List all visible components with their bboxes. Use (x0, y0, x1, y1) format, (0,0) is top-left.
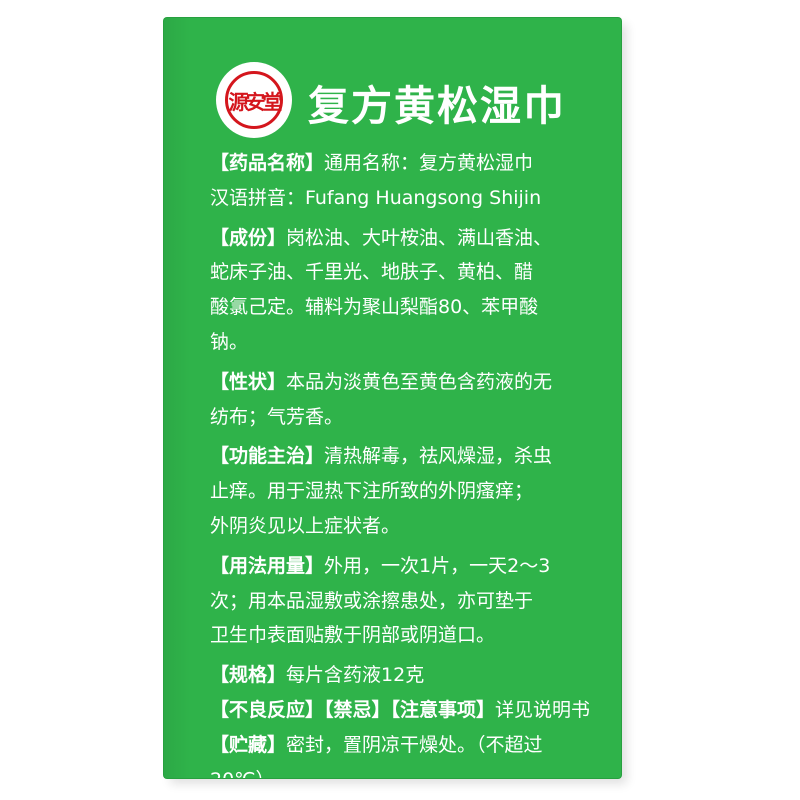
usage-text-1: 外用，一次1片，一天2～3 (324, 554, 551, 577)
storage-line-1: 【贮藏】密封，置阴凉干燥处。（不超过 (210, 728, 615, 763)
package-box: 源安堂 复方黄松湿巾 【药品名称】通用名称：复方黄松湿巾 汉语拼音：Fufang… (164, 18, 621, 778)
usage-line-1: 【用法用量】外用，一次1片，一天2～3 (210, 549, 615, 584)
indications-text-1: 清热解毒，祛风燥湿，杀虫 (324, 445, 553, 468)
usage-line-3: 卫生巾表面贴敷于阴部或阴道口。 (210, 624, 496, 647)
brand-seal-text: 源安堂 (225, 71, 283, 129)
brand-seal-logo: 源安堂 (216, 62, 292, 138)
name-line-1: 【药品名称】通用名称：复方黄松湿巾 (210, 146, 615, 181)
spec-text-1: 每片含药液12克 (286, 664, 425, 687)
indications-line-1: 【功能主治】清热解毒，祛风燥湿，杀虫 (210, 439, 615, 474)
description-line-2: 纺布；气芳香。 (210, 405, 344, 428)
ingredients-text-1: 岗松油、大叶桉油、满山香油、 (286, 226, 553, 249)
name-label: 【药品名称】 (210, 152, 325, 174)
ingredients-line-2: 蛇床子油、千里光、地肤子、黄柏、醋 (210, 261, 534, 284)
name-text-1: 通用名称：复方黄松湿巾 (324, 152, 534, 174)
package-header: 源安堂 复方黄松湿巾 (216, 62, 611, 142)
ingredients-line-1: 【成份】岗松油、大叶桉油、满山香油、 (210, 221, 615, 256)
spec-label: 【规格】 (210, 664, 287, 687)
storage-line-2: 20℃） (210, 763, 615, 778)
name-line-2: 汉语拼音：Fufang Huangsong Shijin (210, 186, 542, 209)
usage-line-2: 次；用本品湿敷或涂擦患处，亦可垫于 (210, 589, 534, 612)
storage-label: 【贮藏】 (210, 733, 287, 756)
indications-line-3: 外阴炎见以上症状者。 (210, 514, 401, 537)
indications-label: 【功能主治】 (210, 445, 325, 468)
label-text: 【药品名称】通用名称：复方黄松湿巾 汉语拼音：Fufang Huangsong … (210, 146, 615, 778)
adverse-label: 【不良反应】【禁忌】【注意事项】 (210, 698, 496, 721)
adverse-line-1: 【不良反应】【禁忌】【注意事项】详见说明书 (210, 693, 615, 728)
ingredients-label: 【成份】 (210, 226, 287, 249)
spec-line-1: 【规格】每片含药液12克 (210, 658, 615, 693)
usage-label: 【用法用量】 (210, 554, 325, 577)
indications-line-2: 止痒。用于湿热下注所致的外阴瘙痒； (210, 480, 534, 503)
description-text-1: 本品为淡黄色至黄色含药液的无 (286, 370, 553, 393)
description-label: 【性状】 (210, 370, 287, 393)
storage-text-1: 密封，置阴凉干燥处。（不超过 (286, 733, 543, 756)
ingredients-line-3: 酸氯己定。辅料为聚山梨酯80、苯甲酸 (210, 296, 539, 319)
product-title: 复方黄松湿巾 (308, 82, 566, 130)
adverse-text-1: 详见说明书 (495, 698, 591, 721)
ingredients-line-4: 钠。 (210, 330, 249, 353)
description-line-1: 【性状】本品为淡黄色至黄色含药液的无 (210, 365, 615, 400)
